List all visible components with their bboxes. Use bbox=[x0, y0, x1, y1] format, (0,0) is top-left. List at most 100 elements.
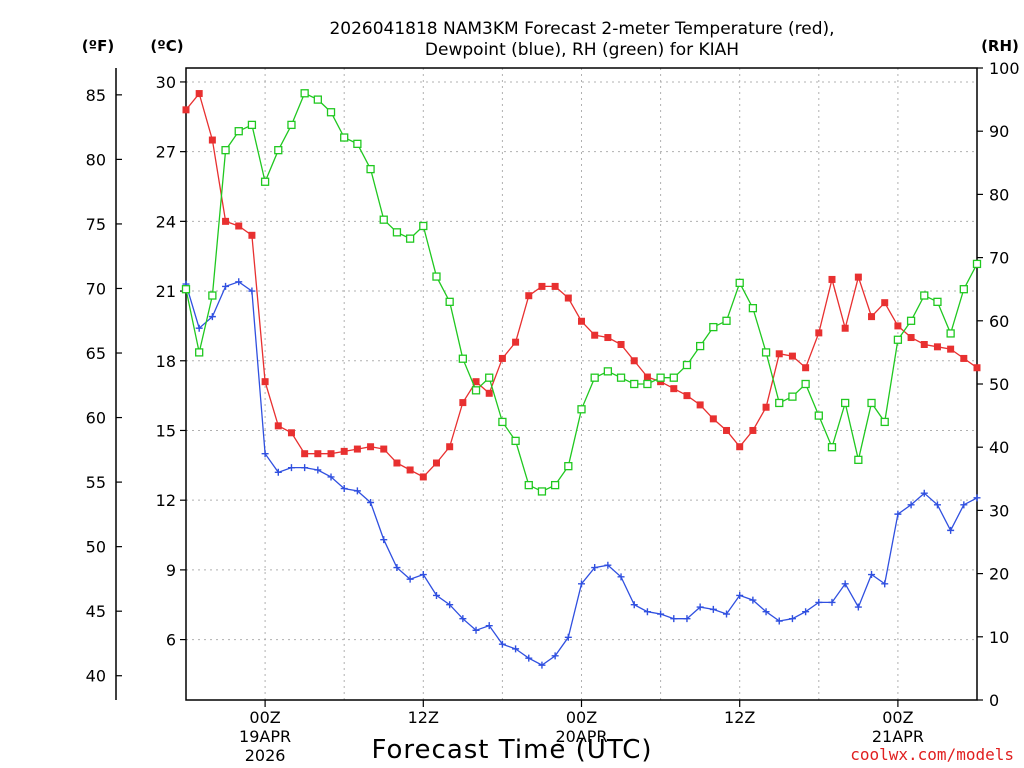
dewpoint-point bbox=[696, 603, 704, 611]
temperature-point bbox=[815, 329, 823, 337]
x-axis-title: Forecast Time (UTC) bbox=[371, 735, 652, 765]
rh-point bbox=[893, 335, 903, 344]
dewpoint-point bbox=[222, 282, 230, 290]
dewpoint-point bbox=[749, 596, 757, 604]
celsius-tick-label: 27 bbox=[156, 143, 176, 162]
rh-point bbox=[722, 316, 731, 325]
temperature-point bbox=[762, 403, 770, 411]
dewpoint-point bbox=[406, 575, 414, 583]
temperature-point bbox=[617, 341, 625, 348]
dewpoint-point bbox=[498, 640, 506, 648]
temperature-point bbox=[367, 443, 375, 451]
dewpoint-point bbox=[446, 601, 454, 609]
fahrenheit-tick-label: 65 bbox=[86, 344, 106, 363]
rh-point bbox=[313, 95, 322, 104]
temperature-point bbox=[446, 443, 454, 451]
rh-point bbox=[366, 164, 375, 174]
rh-point bbox=[920, 291, 929, 300]
dewpoint-point bbox=[894, 510, 902, 518]
temperature-point bbox=[749, 426, 757, 434]
temperature-point bbox=[472, 378, 480, 386]
temperature-point bbox=[393, 459, 401, 467]
temperature-point bbox=[960, 354, 968, 362]
rh-point bbox=[326, 108, 336, 117]
dewpoint-point bbox=[538, 661, 546, 669]
dewpoint-point bbox=[723, 610, 731, 618]
rh-tick-label: 70 bbox=[989, 249, 1009, 268]
rh-point bbox=[564, 462, 573, 471]
dewpoint-point bbox=[854, 603, 862, 611]
dewpoint-point bbox=[393, 564, 401, 572]
temperature-point bbox=[195, 90, 203, 98]
dewpoint-point bbox=[195, 324, 203, 332]
rh-point bbox=[643, 379, 652, 389]
temperature-point bbox=[340, 447, 348, 455]
time-tick-date: 21APR bbox=[872, 727, 924, 746]
temperature-point bbox=[485, 389, 493, 397]
temperature-point bbox=[314, 450, 322, 458]
rh-point bbox=[669, 373, 678, 382]
dewpoint-point bbox=[709, 605, 717, 613]
temperature-point bbox=[775, 350, 783, 358]
chart-title-line1: 2026041818 NAM3KM Forecast 2-meter Tempe… bbox=[329, 19, 834, 39]
celsius-tick-label: 6 bbox=[166, 631, 176, 650]
celsius-tick-label: 15 bbox=[156, 421, 176, 440]
temperature-point bbox=[709, 415, 717, 423]
dewpoint-point bbox=[432, 591, 440, 599]
temperature-point bbox=[933, 343, 941, 351]
rh-point bbox=[524, 480, 533, 490]
dewpoint-point bbox=[314, 466, 322, 474]
rh-tick-label: 20 bbox=[989, 565, 1009, 584]
dewpoint-point bbox=[512, 645, 520, 653]
unit-fahrenheit-label: (ºF) bbox=[82, 37, 114, 55]
rh-point bbox=[260, 177, 270, 186]
temperature-point bbox=[788, 352, 796, 360]
rh-point bbox=[498, 417, 507, 427]
rh-point bbox=[287, 120, 296, 130]
rh-point bbox=[735, 278, 744, 288]
watermark-text: coolwx.com/models bbox=[850, 745, 1014, 764]
dewpoint-point bbox=[933, 501, 941, 509]
rh-point bbox=[432, 272, 441, 281]
rh-tick-label: 60 bbox=[989, 312, 1009, 331]
temperature-point bbox=[222, 217, 230, 225]
celsius-tick-label: 30 bbox=[156, 73, 176, 92]
temperature-point bbox=[406, 466, 414, 474]
celsius-axis: 30 27 24 21 18 15 12 9 6 bbox=[156, 73, 186, 650]
dewpoint-point bbox=[736, 591, 744, 599]
rh-point bbox=[959, 285, 968, 294]
dewpoint-point bbox=[604, 561, 612, 569]
rh-point bbox=[761, 348, 771, 357]
rh-point bbox=[300, 89, 309, 98]
rh-point bbox=[445, 297, 454, 306]
rh-tick-label: 10 bbox=[989, 628, 1009, 647]
temperature-point bbox=[736, 443, 744, 451]
time-tick-label: 00Z bbox=[249, 708, 280, 727]
rh-point bbox=[511, 436, 520, 446]
dewpoint-point bbox=[459, 615, 467, 623]
rh-point bbox=[814, 411, 823, 420]
dewpoint-point bbox=[367, 499, 375, 506]
temperature-point bbox=[696, 401, 704, 409]
temperature-point bbox=[947, 345, 955, 353]
rh-tick-label: 40 bbox=[989, 438, 1009, 457]
rh-tick-label: 0 bbox=[989, 691, 999, 710]
dewpoint-point bbox=[973, 494, 981, 502]
dewpoint-point bbox=[617, 573, 625, 581]
temperature-point bbox=[353, 445, 361, 453]
rh-point bbox=[181, 285, 191, 294]
fahrenheit-tick-label: 50 bbox=[86, 538, 106, 557]
temperature-point bbox=[564, 294, 572, 302]
rh-point bbox=[801, 379, 810, 389]
temperature-point bbox=[419, 473, 427, 481]
dewpoint-point bbox=[775, 617, 783, 625]
temperature-point bbox=[723, 426, 731, 434]
temperature-point bbox=[301, 450, 309, 458]
rh-point bbox=[274, 146, 283, 155]
rh-point bbox=[788, 392, 797, 401]
temperature-point bbox=[841, 324, 849, 332]
temperature-point bbox=[287, 429, 295, 437]
rh-point bbox=[195, 348, 204, 357]
rh-tick-label: 50 bbox=[989, 375, 1009, 394]
